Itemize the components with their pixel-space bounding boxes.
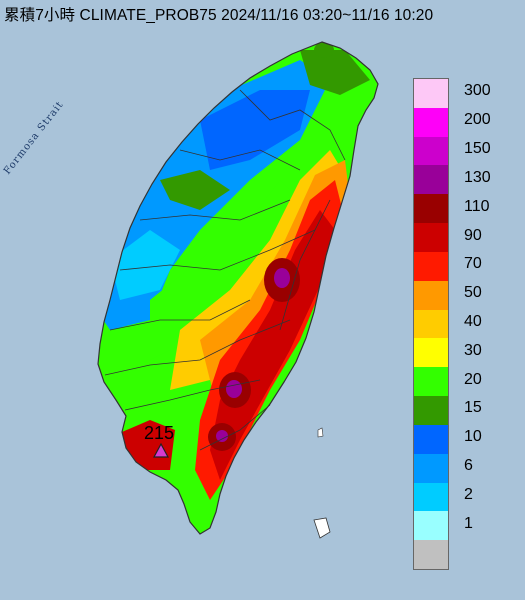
legend-label: 70 (464, 255, 482, 273)
legend-label: 2 (464, 485, 473, 503)
legend-swatch (414, 194, 448, 224)
islet (317, 427, 324, 438)
legend-label: 30 (464, 341, 482, 359)
legend-swatch (414, 280, 448, 311)
legend-label: 150 (464, 140, 491, 158)
legend-label: 200 (464, 111, 491, 129)
legend-swatch (414, 338, 448, 368)
legend-label: 90 (464, 226, 482, 244)
legend-label: 10 (464, 428, 482, 446)
legend-label: 1 (464, 514, 473, 532)
legend-swatch (414, 396, 448, 426)
station-triangle-marker[interactable] (152, 442, 170, 458)
legend-swatch (414, 453, 448, 484)
legend-label: 130 (464, 168, 491, 186)
green-island (313, 517, 331, 539)
legend-label: 300 (464, 82, 491, 100)
legend-swatch (414, 309, 448, 339)
legend-swatch (414, 424, 448, 455)
legend-label: 50 (464, 284, 482, 302)
legend-swatch (414, 136, 448, 166)
legend-swatch (414, 251, 448, 282)
legend-swatch (414, 482, 448, 512)
legend-swatch (414, 165, 448, 195)
map-title: 累積7小時 CLIMATE_PROB75 2024/11/16 03:20~11… (4, 7, 434, 24)
station-max-value: 215 (144, 423, 175, 443)
legend-label: 110 (464, 197, 490, 215)
legend-swatch (414, 107, 448, 138)
legend-label: 40 (464, 313, 482, 330)
legend-label: 15 (464, 399, 482, 417)
legend-swatch (414, 511, 448, 541)
color-legend (413, 78, 449, 570)
legend-swatch (414, 79, 448, 109)
legend-swatch (414, 223, 448, 253)
legend-swatch (414, 540, 448, 570)
legend-label: 6 (464, 457, 473, 475)
legend-label: 20 (464, 370, 482, 388)
legend-swatch (414, 367, 448, 397)
taiwan-coastline (97, 41, 379, 535)
county-borders (104, 89, 346, 451)
